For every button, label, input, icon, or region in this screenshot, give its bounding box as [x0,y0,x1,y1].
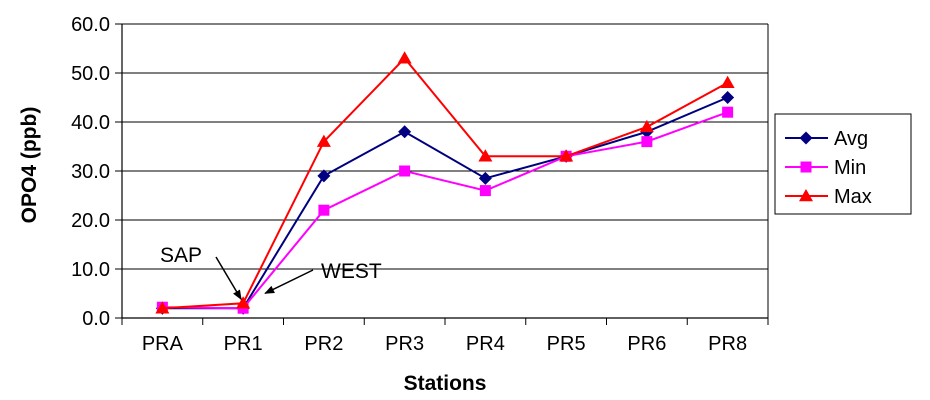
data-point-max [478,149,493,162]
legend-item-max: Max [785,186,872,208]
annotations: SAP WEST [160,244,382,301]
data-point-min [722,106,734,118]
data-point-avg [398,125,412,139]
data-point-avg [478,171,492,185]
y-tick-label: 10.0 [71,259,110,281]
x-tick-label: PR2 [304,333,343,355]
data-point-min [479,185,491,197]
x-tick-label: PRA [142,333,184,355]
x-axis-title: Stations [404,372,487,395]
y-tick-label: 60.0 [71,14,110,36]
y-tick-label: 30.0 [71,161,110,183]
gridlines [122,23,768,319]
x-tick-label: PR1 [224,333,263,355]
data-point-max [559,149,574,162]
y-axis-title: OPO4 (ppb) [18,107,41,224]
series-line-avg [162,96,729,310]
y-tick-label: 40.0 [71,112,110,134]
x-tick-labels: PRA PR1 PR2 PR3 PR4 PR5 PR6 PR8 [142,333,747,355]
series-line-min [162,111,728,310]
legend-label: Avg [834,128,868,150]
data-point-max [316,134,331,147]
annotation-arrow-west [264,269,314,294]
legend-item-avg: Avg [785,128,868,150]
data-point-avg [317,169,331,183]
series-group [155,51,735,315]
data-point-min [318,204,330,216]
data-point-min [399,165,411,177]
legend-marker-avg [799,131,813,145]
y-tick-label: 50.0 [71,63,110,85]
data-point-max [720,75,735,89]
x-tick-label: PR3 [385,333,424,355]
legend-marker-min [800,161,812,173]
legend-marker-max [799,189,813,202]
y-tick-label: 20.0 [71,210,110,232]
series-line-max [162,56,729,310]
x-tick-label: PR6 [627,333,666,355]
x-tick-label: PR4 [466,333,505,355]
data-point-avg [721,91,735,104]
legend-box [774,113,912,215]
x-tick-label: PR8 [708,333,747,355]
data-point-min [641,136,653,148]
series-min [156,106,734,314]
axes [115,23,769,325]
y-tick-label: 0.0 [82,308,110,330]
y-tick-labels: 0.0 10.0 20.0 30.0 40.0 50.0 60.0 [71,14,110,330]
annotation-arrow-sap [215,256,242,301]
annotation-west: WEST [321,260,382,283]
data-point-max [236,296,251,309]
series-max [155,51,735,314]
legend: Avg Min Max [774,113,912,215]
x-tick-label: PR5 [547,333,586,355]
annotation-sap: SAP [160,244,202,267]
legend-label: Max [834,186,872,208]
data-point-max [397,51,412,64]
data-point-max [155,301,170,314]
legend-label: Min [834,157,866,179]
legend-item-min: Min [785,157,866,179]
data-point-max [639,119,654,133]
